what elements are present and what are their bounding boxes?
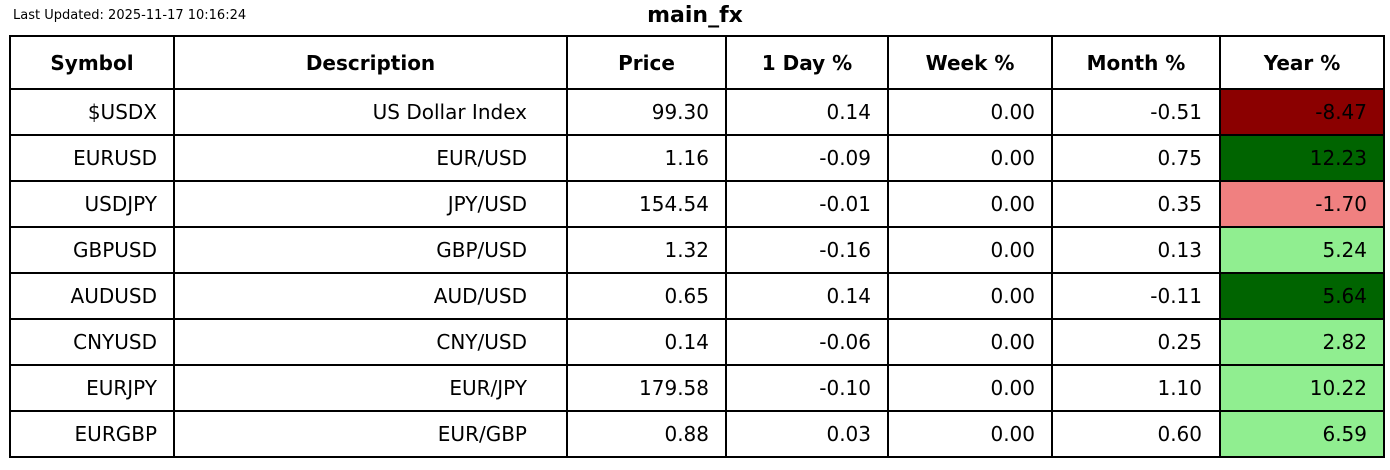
- cell-week-pct: 0.00: [887, 364, 1053, 412]
- table-row: EURUSD EUR/USD 1.16 -0.09 0.00 0.75 12.2…: [9, 134, 1385, 182]
- cell-week-pct: 0.00: [887, 226, 1053, 274]
- column-header-year-pct: Year %: [1219, 35, 1385, 90]
- table-row: EURGBP EUR/GBP 0.88 0.03 0.00 0.60 6.59: [9, 410, 1385, 458]
- cell-year-pct: 5.24: [1219, 226, 1385, 274]
- cell-month-pct: 0.75: [1051, 134, 1221, 182]
- cell-day-pct: -0.06: [725, 318, 889, 366]
- cell-day-pct: -0.16: [725, 226, 889, 274]
- cell-year-pct: 10.22: [1219, 364, 1385, 412]
- cell-month-pct: 0.35: [1051, 180, 1221, 228]
- column-header-description: Description: [173, 35, 568, 90]
- cell-description: EUR/GBP: [173, 410, 568, 458]
- cell-year-pct: -8.47: [1219, 88, 1385, 136]
- cell-day-pct: 0.14: [725, 272, 889, 320]
- cell-month-pct: -0.51: [1051, 88, 1221, 136]
- cell-week-pct: 0.00: [887, 134, 1053, 182]
- table-row: EURJPY EUR/JPY 179.58 -0.10 0.00 1.10 10…: [9, 364, 1385, 412]
- table-row: GBPUSD GBP/USD 1.32 -0.16 0.00 0.13 5.24: [9, 226, 1385, 274]
- table-row: USDJPY JPY/USD 154.54 -0.01 0.00 0.35 -1…: [9, 180, 1385, 228]
- column-header-month-pct: Month %: [1051, 35, 1221, 90]
- cell-price: 1.32: [566, 226, 727, 274]
- cell-year-pct: -1.70: [1219, 180, 1385, 228]
- cell-year-pct: 2.82: [1219, 318, 1385, 366]
- cell-month-pct: 0.60: [1051, 410, 1221, 458]
- cell-price: 154.54: [566, 180, 727, 228]
- cell-price: 0.65: [566, 272, 727, 320]
- cell-month-pct: -0.11: [1051, 272, 1221, 320]
- cell-year-pct: 5.64: [1219, 272, 1385, 320]
- cell-price: 0.14: [566, 318, 727, 366]
- cell-year-pct: 6.59: [1219, 410, 1385, 458]
- cell-week-pct: 0.00: [887, 410, 1053, 458]
- cell-year-pct: 12.23: [1219, 134, 1385, 182]
- cell-description: EUR/JPY: [173, 364, 568, 412]
- cell-symbol: EURJPY: [9, 364, 175, 412]
- column-header-week-pct: Week %: [887, 35, 1053, 90]
- last-updated-text: Last Updated: 2025-11-17 10:16:24: [13, 8, 247, 23]
- fx-table: Symbol Description Price 1 Day % Week % …: [9, 35, 1385, 458]
- cell-week-pct: 0.00: [887, 88, 1053, 136]
- cell-price: 179.58: [566, 364, 727, 412]
- table-header-row: Symbol Description Price 1 Day % Week % …: [9, 35, 1385, 90]
- table-row: CNYUSD CNY/USD 0.14 -0.06 0.00 0.25 2.82: [9, 318, 1385, 366]
- cell-symbol: EURUSD: [9, 134, 175, 182]
- cell-month-pct: 0.13: [1051, 226, 1221, 274]
- cell-description: GBP/USD: [173, 226, 568, 274]
- cell-description: US Dollar Index: [173, 88, 568, 136]
- cell-month-pct: 1.10: [1051, 364, 1221, 412]
- cell-price: 99.30: [566, 88, 727, 136]
- cell-month-pct: 0.25: [1051, 318, 1221, 366]
- page-title: main_fx: [647, 3, 743, 28]
- cell-week-pct: 0.00: [887, 180, 1053, 228]
- cell-price: 0.88: [566, 410, 727, 458]
- cell-day-pct: 0.14: [725, 88, 889, 136]
- cell-symbol: EURGBP: [9, 410, 175, 458]
- column-header-symbol: Symbol: [9, 35, 175, 90]
- table-row: $USDX US Dollar Index 99.30 0.14 0.00 -0…: [9, 88, 1385, 136]
- cell-symbol: CNYUSD: [9, 318, 175, 366]
- cell-day-pct: -0.10: [725, 364, 889, 412]
- cell-week-pct: 0.00: [887, 272, 1053, 320]
- cell-week-pct: 0.00: [887, 318, 1053, 366]
- cell-symbol: $USDX: [9, 88, 175, 136]
- cell-price: 1.16: [566, 134, 727, 182]
- cell-description: AUD/USD: [173, 272, 568, 320]
- cell-description: EUR/USD: [173, 134, 568, 182]
- column-header-day-pct: 1 Day %: [725, 35, 889, 90]
- cell-day-pct: -0.09: [725, 134, 889, 182]
- table-row: AUDUSD AUD/USD 0.65 0.14 0.00 -0.11 5.64: [9, 272, 1385, 320]
- cell-description: JPY/USD: [173, 180, 568, 228]
- column-header-price: Price: [566, 35, 727, 90]
- cell-day-pct: 0.03: [725, 410, 889, 458]
- cell-symbol: GBPUSD: [9, 226, 175, 274]
- cell-day-pct: -0.01: [725, 180, 889, 228]
- cell-symbol: AUDUSD: [9, 272, 175, 320]
- cell-symbol: USDJPY: [9, 180, 175, 228]
- cell-description: CNY/USD: [173, 318, 568, 366]
